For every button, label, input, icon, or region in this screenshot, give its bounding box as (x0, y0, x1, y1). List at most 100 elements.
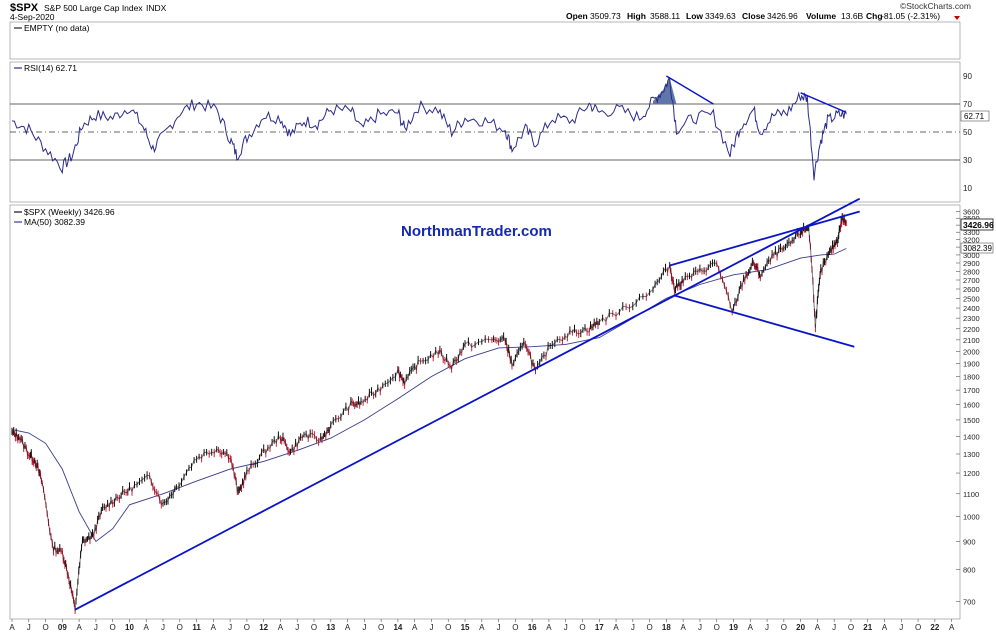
price-tick-label: 3300 (963, 228, 980, 237)
empty-panel: EMPTY (no data) (9, 21, 961, 60)
rsi-gridlines (10, 103, 960, 161)
price-trendline (674, 294, 855, 348)
price-tick-label: 1500 (963, 416, 980, 425)
x-tick-label: 11 (192, 623, 201, 632)
volume-label: Volume (806, 11, 836, 21)
x-tick-label: O (110, 623, 116, 632)
price-tick-label: 2000 (963, 347, 980, 356)
x-tick-label: A (9, 623, 15, 632)
price-tick-label: 1400 (963, 432, 980, 441)
rsi-tick-label: 10 (963, 184, 972, 193)
rsi-panel: 90 70 50 30 10 RSI(14) 62.71 62.71 (9, 61, 990, 203)
rsi-tick-label: 70 (963, 100, 972, 109)
x-tick-label: 15 (461, 623, 470, 632)
x-tick-label: O (781, 623, 787, 632)
x-tick-label: A (278, 623, 284, 632)
x-tick-label: 22 (930, 623, 939, 632)
x-tick-label: J (698, 623, 702, 632)
x-tick-label: A (680, 623, 686, 632)
x-tick-label: J (27, 623, 31, 632)
x-tick-label: O (915, 623, 921, 632)
x-tick-label: O (646, 623, 652, 632)
price-tick-label: 2500 (963, 294, 980, 303)
price-tick-label: 800 (963, 566, 976, 575)
x-tick-label: 18 (662, 623, 671, 632)
x-tick-label: A (949, 623, 955, 632)
rsi-axis-ticks: 90 70 50 30 10 (963, 72, 972, 193)
x-tick-label: 12 (259, 623, 268, 632)
price-last-value-box (960, 218, 994, 231)
price-tick-label: 3600 (963, 208, 980, 217)
price-last-value: 3426.96 (963, 220, 994, 230)
x-tick-label: J (497, 623, 501, 632)
close-value: 3426.96 (767, 11, 798, 21)
x-tick-label: O (244, 623, 250, 632)
x-tick-label: O (42, 623, 48, 632)
x-tick-label: O (311, 623, 317, 632)
x-tick-label: 17 (595, 623, 604, 632)
x-tick-label: J (832, 623, 836, 632)
close-label: Close (742, 11, 765, 21)
x-tick-label: J (295, 623, 299, 632)
x-tick-label: J (161, 623, 165, 632)
price-tick-label: 700 (963, 597, 976, 606)
x-tick-label: 14 (393, 623, 402, 632)
rsi-trendline (666, 75, 714, 105)
x-tick-label: A (815, 623, 821, 632)
price-tick-label: 1100 (963, 490, 979, 499)
high-label: High (627, 11, 646, 21)
rsi-series-line (11, 77, 847, 181)
price-label: $SPX (Weekly) 3426.96 (24, 207, 115, 217)
price-tick-label: 2600 (963, 285, 980, 294)
ma-last-value-box (960, 242, 994, 254)
price-tick-label: 1600 (963, 401, 980, 410)
header-symbol: $SPX (10, 2, 39, 14)
x-tick-label: J (94, 623, 98, 632)
price-bars (11, 213, 847, 614)
price-tick-label: 2400 (963, 304, 980, 313)
rsi-last-value-box (960, 110, 990, 122)
x-tick-label: A (748, 623, 754, 632)
x-tick-label: O (848, 623, 854, 632)
x-tick-label: O (714, 623, 720, 632)
x-tick-label: O (445, 623, 451, 632)
chg-value: -81.05 (-2.31%) (881, 11, 940, 21)
x-tick-label: A (882, 623, 888, 632)
rsi-trendline (800, 92, 847, 114)
price-tick-label: 1300 (963, 450, 980, 459)
price-tick-label: 2900 (963, 259, 980, 268)
x-tick-label: J (564, 623, 568, 632)
rsi-last-value: 62.71 (964, 112, 985, 121)
rsi-tick-label: 30 (963, 156, 972, 165)
high-value: 3588.11 (650, 11, 680, 21)
header-date: 4-Sep-2020 (10, 12, 55, 22)
header-name: S&P 500 Large Cap Index (44, 3, 143, 13)
watermark: NorthmanTrader.com (401, 223, 552, 240)
price-tick-label: 900 (963, 538, 976, 547)
price-trendline (74, 197, 861, 611)
chg-label: Chg (866, 11, 883, 21)
x-tick-label: A (76, 623, 82, 632)
empty-panel-frame (9, 21, 961, 60)
price-tick-label: 2100 (963, 336, 980, 345)
price-axis-ticks: 700 800 900 1000 1100 1200 1300 1400 1500 1600 170… (956, 208, 980, 606)
x-tick-label: O (378, 623, 384, 632)
x-tick-label: A (479, 623, 485, 632)
price-tick-label: 2300 (963, 314, 980, 323)
price-tick-label: 1800 (963, 373, 980, 382)
x-tick-label: J (429, 623, 433, 632)
x-tick-label: A (211, 623, 217, 632)
price-tick-label: 2700 (963, 276, 980, 285)
price-tick-label: 3000 (963, 251, 980, 260)
x-tick-label: J (631, 623, 635, 632)
down-arrow-icon (954, 16, 960, 20)
price-tick-label: 2200 (963, 325, 980, 334)
x-axis: A J O 09 A J O 10 A J O 11 A J O 12 A J O 13 A J O 14 A J O 15 A J O 16… (9, 619, 955, 632)
price-panel: 700 800 900 1000 1100 1200 1300 1400 1500 1600 170… (9, 197, 994, 620)
x-tick-label: J (362, 623, 366, 632)
x-tick-label: 20 (796, 623, 805, 632)
x-tick-label: A (412, 623, 418, 632)
price-tick-label: 2800 (963, 267, 980, 276)
x-tick-label: 09 (58, 623, 67, 632)
